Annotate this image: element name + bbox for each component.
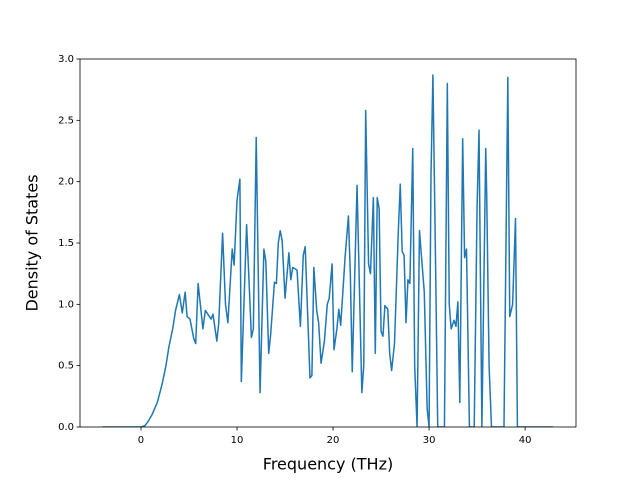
y-tick-label: 2.5 bbox=[58, 115, 74, 126]
x-tick-label: 40 bbox=[519, 435, 532, 446]
plot-frame bbox=[79, 58, 577, 428]
y-tick-label: 0.5 bbox=[58, 361, 74, 372]
x-tick-label: 0 bbox=[138, 435, 144, 446]
x-tick-label: 20 bbox=[327, 435, 340, 446]
y-tick-label: 1.5 bbox=[58, 238, 74, 249]
x-axis-label: Frequency (THz) bbox=[263, 455, 393, 474]
y-axis-label: Density of States bbox=[23, 174, 42, 311]
y-tick-label: 3.0 bbox=[58, 54, 74, 65]
x-tick-label: 10 bbox=[231, 435, 244, 446]
line bbox=[102, 74, 553, 427]
y-tick-label: 2.0 bbox=[58, 177, 74, 188]
y-tick-label: 0.0 bbox=[58, 422, 74, 433]
y-tick-label: 1.0 bbox=[58, 299, 74, 310]
x-tick-label: 30 bbox=[423, 435, 436, 446]
